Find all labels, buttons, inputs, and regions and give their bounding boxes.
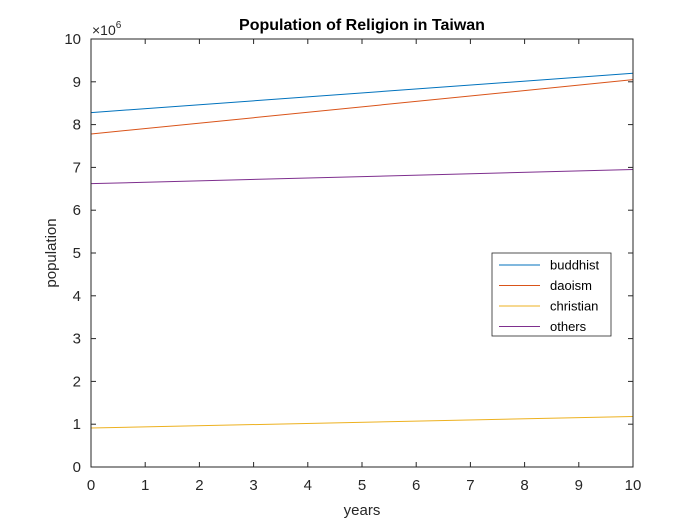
- legend-box: [491, 252, 612, 337]
- y-axis-exponent-base: ×10: [92, 22, 116, 38]
- y-axis-label: population: [43, 218, 60, 287]
- y-tick-label: 6: [73, 202, 81, 219]
- legend: buddhist daoism christian others: [491, 252, 612, 337]
- x-tick-label: 0: [87, 477, 95, 494]
- y-tick-label: 10: [64, 31, 81, 48]
- legend-label-others: others: [550, 319, 587, 334]
- chart-title: Population of Religion in Taiwan: [239, 17, 485, 34]
- series-line-christian: [90, 415, 634, 429]
- y-tick-label: 4: [73, 288, 81, 305]
- x-tick-label: 2: [195, 477, 203, 494]
- x-tick-label: 9: [575, 477, 583, 494]
- x-tick-label: 1: [141, 477, 149, 494]
- x-tick-label: 3: [249, 477, 257, 494]
- y-tick-label: 8: [73, 117, 81, 134]
- y-tick-label: 2: [73, 373, 81, 390]
- y-tick-label: 3: [73, 331, 81, 348]
- x-tick-label: 7: [466, 477, 474, 494]
- y-tick-label: 1: [73, 416, 81, 433]
- series-line-others: [90, 169, 634, 185]
- legend-label-buddhist: buddhist: [550, 258, 600, 273]
- legend-label-christian: christian: [550, 299, 598, 314]
- series-line-buddhist: [90, 72, 634, 114]
- ticks-layer: 0 1 2 3 4 5 6 7 8 9 10 0 1 2 3 4 5 6 7 8 9 10: [64, 31, 641, 494]
- y-axis-exponent: ×106: [92, 20, 122, 38]
- series-line-daoism: [90, 79, 634, 135]
- y-tick-label: 0: [73, 459, 81, 476]
- y-tick-label: 9: [73, 74, 81, 91]
- x-tick-label: 6: [412, 477, 420, 494]
- y-tick-label: 7: [73, 159, 81, 176]
- x-tick-label: 8: [520, 477, 528, 494]
- legend-label-daoism: daoism: [550, 278, 592, 293]
- y-tick-label: 5: [73, 245, 81, 262]
- x-tick-label: 4: [304, 477, 312, 494]
- x-tick-label: 5: [358, 477, 366, 494]
- x-tick-label: 10: [625, 477, 642, 494]
- y-axis-exponent-power: 6: [116, 20, 122, 31]
- x-axis-label: years: [344, 502, 381, 519]
- series-layer: [90, 72, 634, 429]
